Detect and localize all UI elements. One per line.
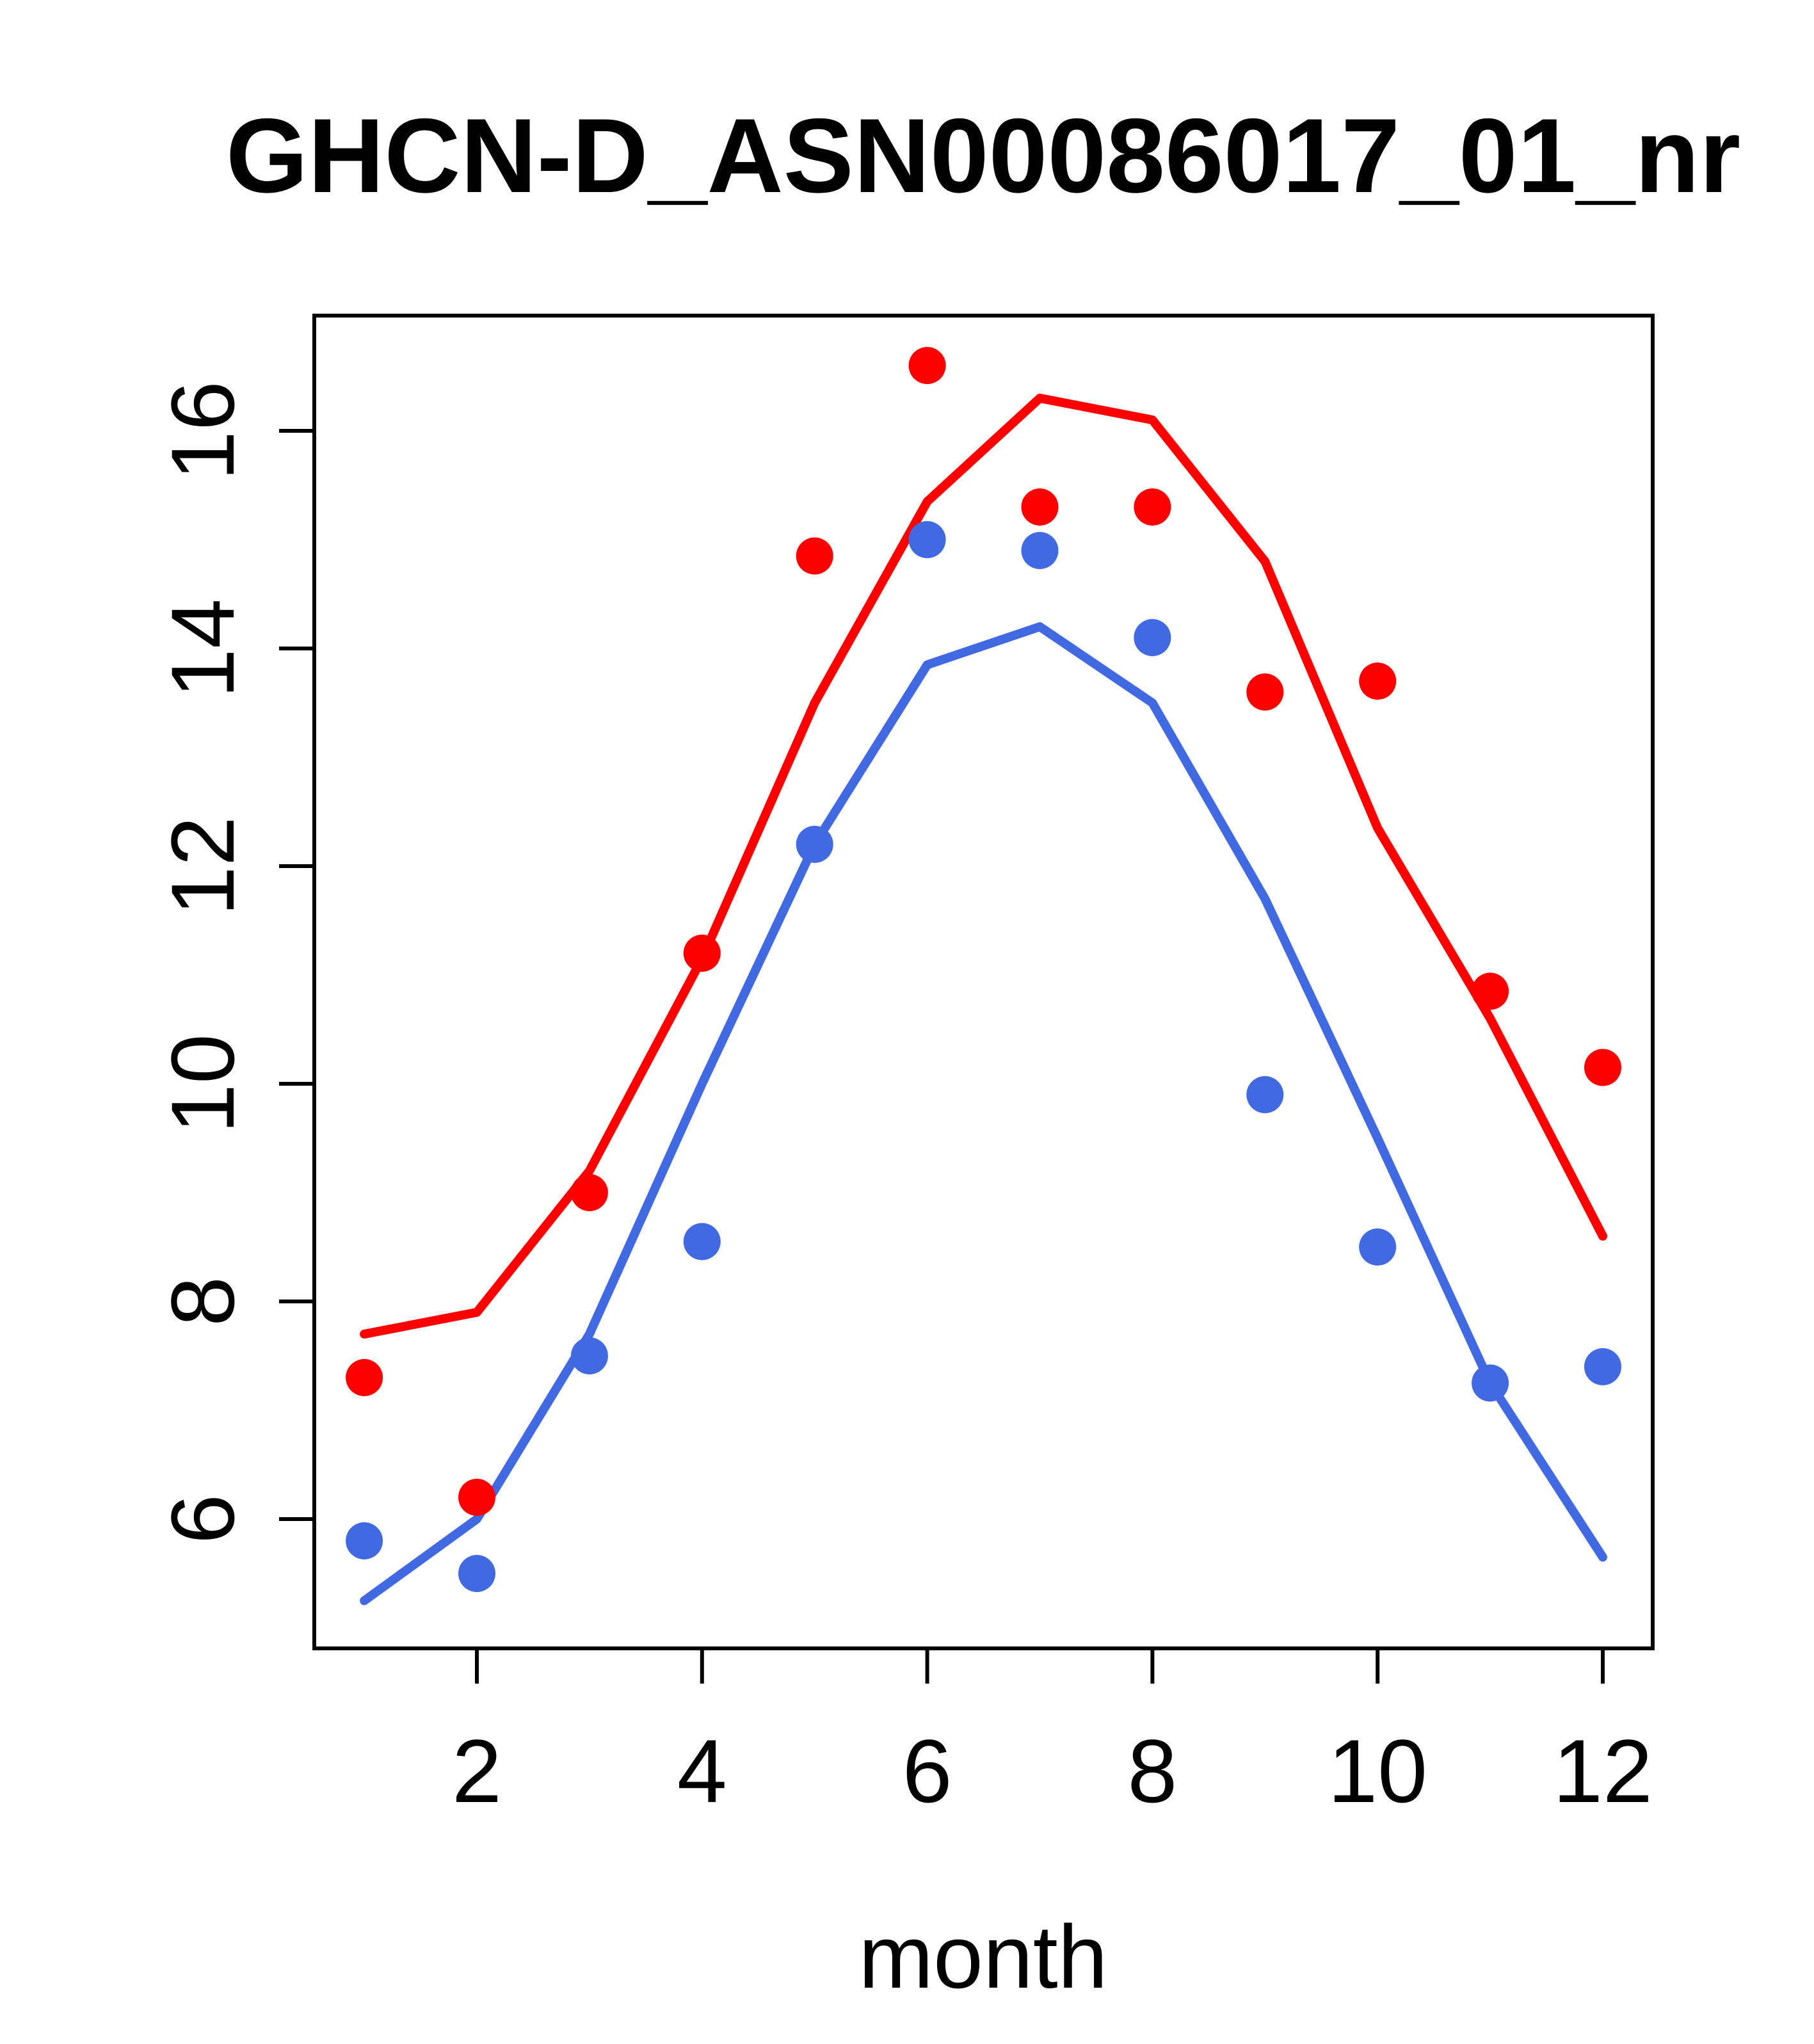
blue-point (570, 1337, 608, 1374)
blue-point (1134, 619, 1171, 656)
x-tick-label: 12 (1553, 1721, 1653, 1821)
blue-point (908, 521, 946, 558)
y-tick-label: 10 (152, 1034, 253, 1134)
red-point (908, 347, 946, 384)
red-point (1472, 972, 1509, 1010)
blue-point (1584, 1348, 1621, 1385)
red-point (1584, 1049, 1621, 1086)
blue-point (1246, 1076, 1284, 1113)
y-tick-label: 8 (152, 1276, 253, 1326)
red-point (683, 935, 721, 972)
red-point (796, 537, 833, 575)
x-tick-label: 8 (1127, 1721, 1177, 1821)
x-tick-label: 6 (903, 1721, 952, 1821)
x-tick-label: 4 (677, 1721, 727, 1821)
blue-point (1359, 1228, 1397, 1266)
chart-title: GHCN-D_ASN00086017_01_nr (226, 97, 1740, 214)
y-tick-label: 6 (152, 1494, 253, 1544)
plot-border (312, 314, 1655, 1650)
y-tick-label: 14 (152, 599, 253, 698)
red-point (1359, 663, 1397, 700)
y-tick-label: 12 (152, 816, 253, 916)
y-tick-label: 16 (152, 381, 253, 481)
blue-point (1472, 1364, 1509, 1402)
red-point (458, 1479, 495, 1516)
x-tick-label: 10 (1328, 1721, 1427, 1821)
series-layer (346, 347, 1621, 1605)
red-point (346, 1359, 383, 1396)
red-line (360, 394, 1607, 1339)
blue-point (1021, 532, 1059, 569)
blue-line (360, 622, 1607, 1605)
blue-point (346, 1522, 383, 1559)
blue-point (683, 1223, 721, 1260)
red-point (1246, 673, 1284, 711)
blue-point (458, 1555, 495, 1592)
x-axis-title: month (858, 1906, 1107, 2007)
blue-point (796, 826, 833, 863)
red-point (1134, 488, 1171, 526)
x-tick-label: 2 (452, 1721, 502, 1821)
axes: 2 4 6 8 10 12 6 8 10 12 14 16 (152, 381, 1653, 1821)
red-point (570, 1174, 608, 1211)
red-point (1021, 488, 1059, 526)
